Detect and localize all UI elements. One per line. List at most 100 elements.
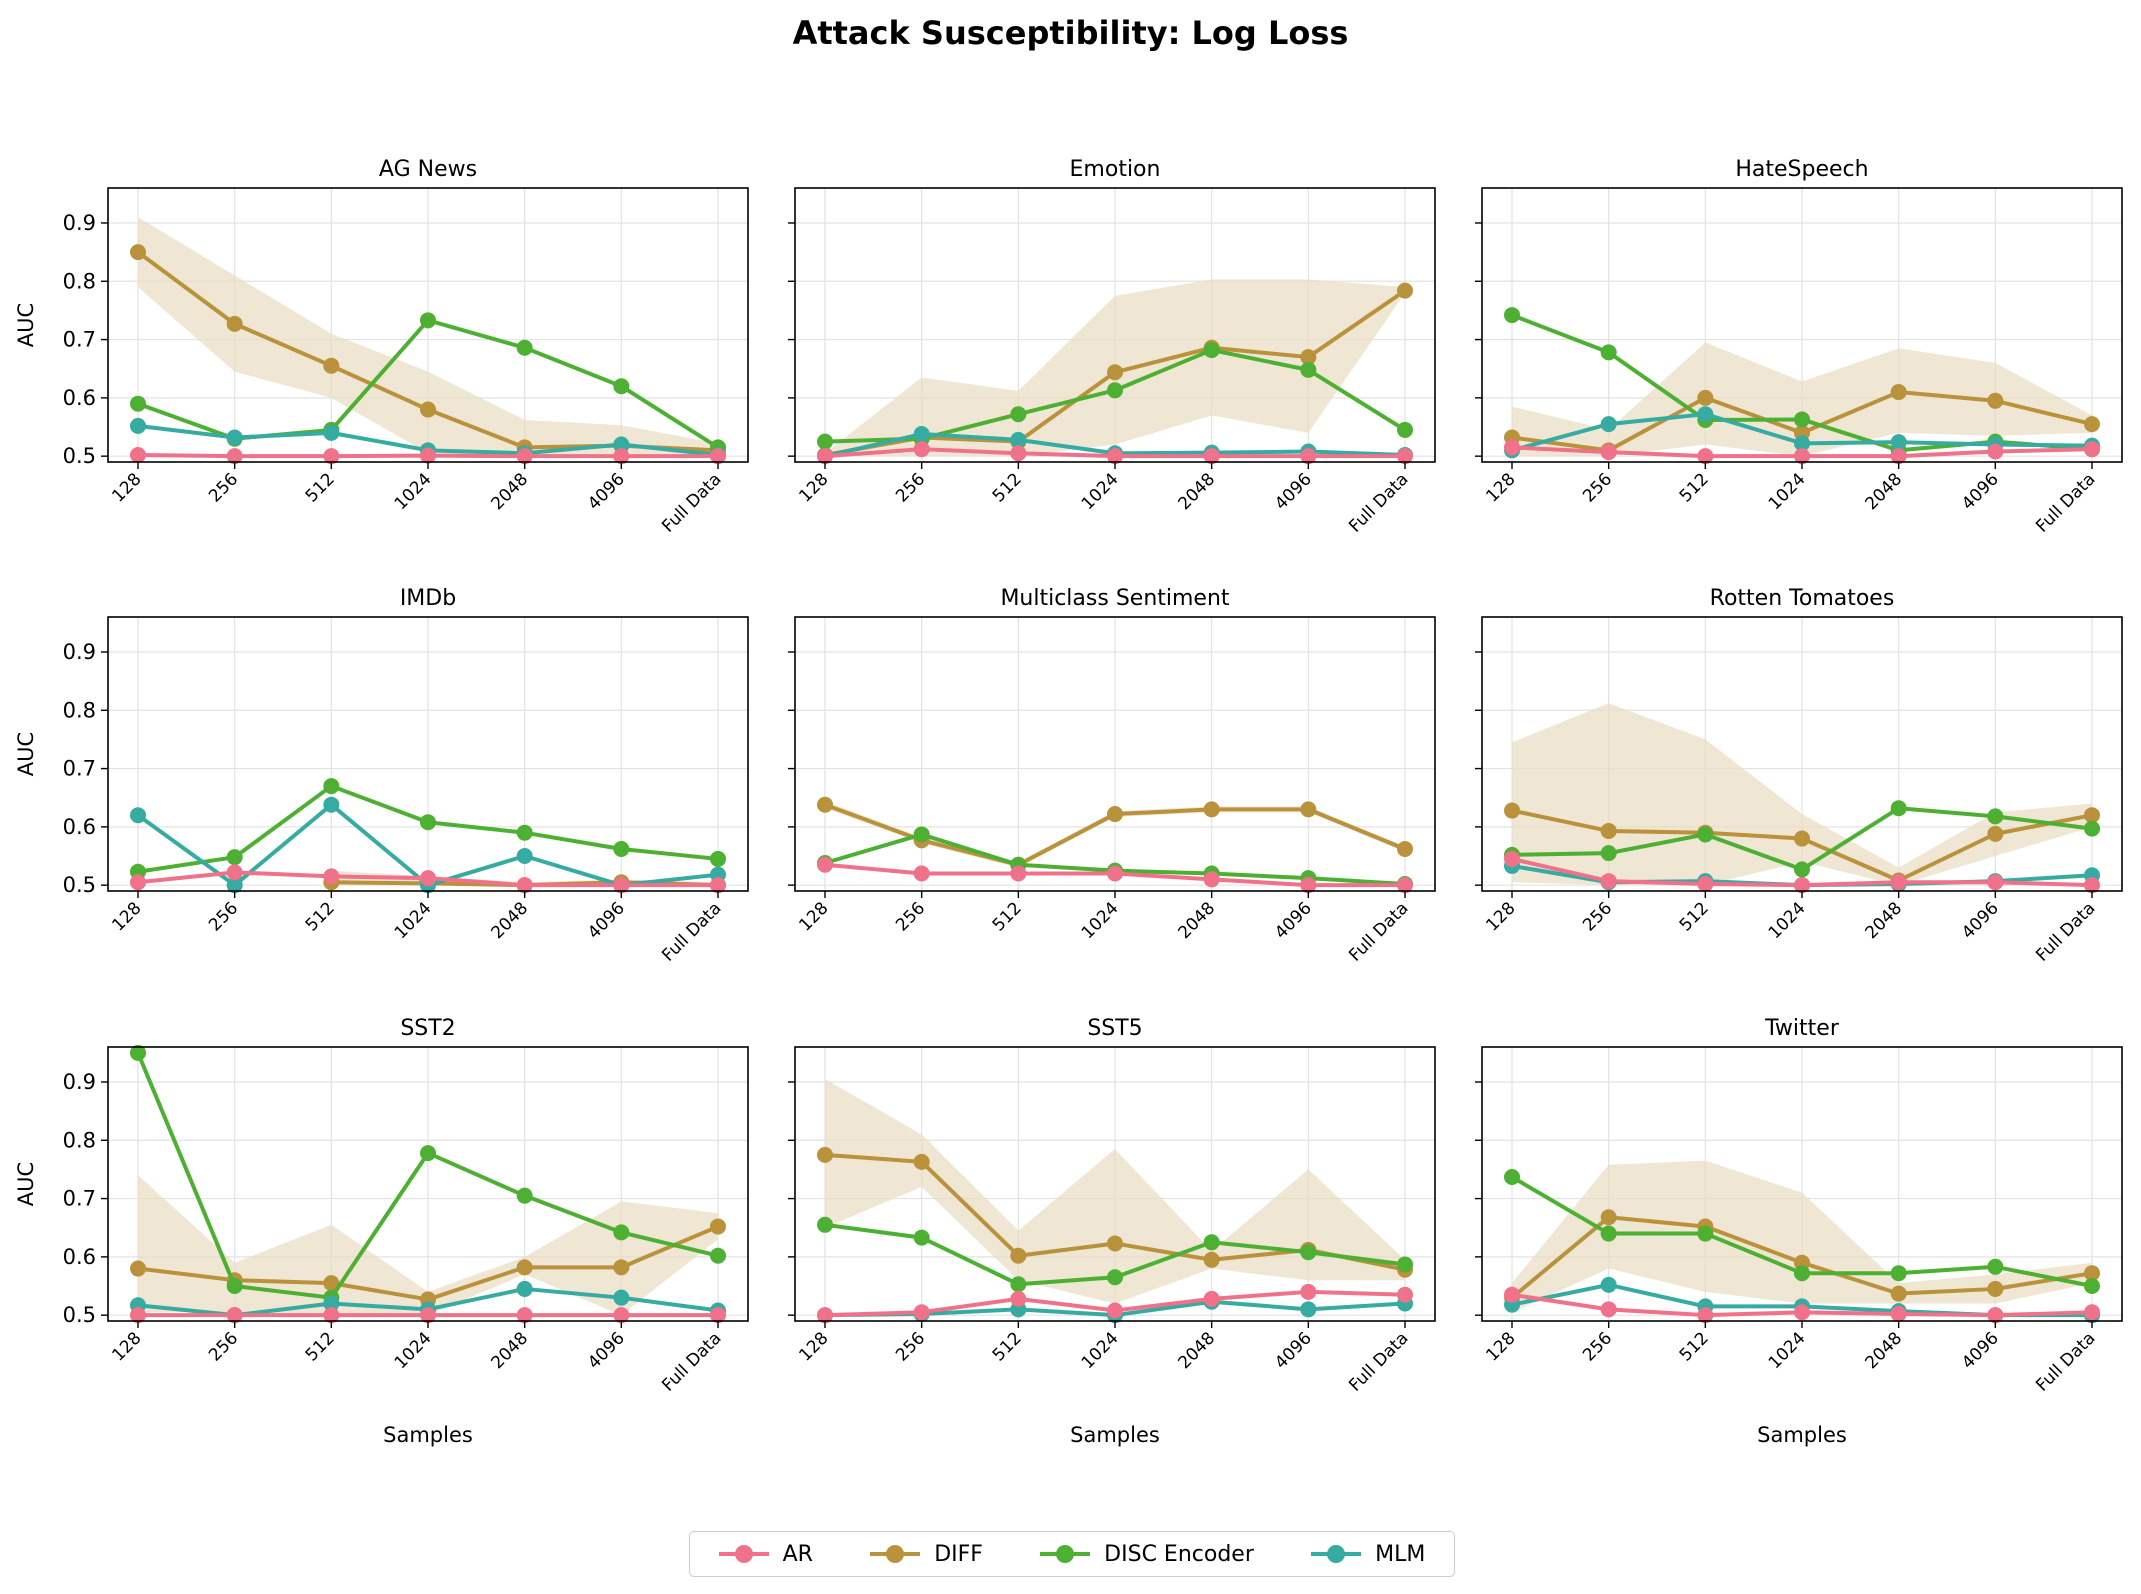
data-point-disc-encoder <box>1987 1258 2004 1275</box>
data-point-diff <box>2084 1265 2100 1282</box>
data-point-disc-encoder <box>613 1224 630 1241</box>
data-point-ar <box>613 448 630 465</box>
panel-title: IMDb <box>400 586 456 611</box>
data-point-ar <box>613 1307 630 1324</box>
data-point-ar <box>1504 439 1520 456</box>
x-tick-label: Full Data <box>2032 1328 2099 1395</box>
data-point-disc-encoder <box>516 824 533 841</box>
legend-label-mlm: MLM <box>1375 1541 1426 1567</box>
x-tick-label: 128 <box>795 469 832 506</box>
data-point-mlm <box>226 429 243 446</box>
data-point-ar <box>1794 1304 1810 1321</box>
data-point-mlm <box>323 1295 340 1312</box>
data-point-disc-encoder <box>1397 1256 1413 1273</box>
legend-swatch-mlm <box>1311 1544 1362 1564</box>
data-point-ar <box>130 874 146 891</box>
x-tick-label: 256 <box>892 469 929 506</box>
x-tick-label: 2048 <box>487 469 532 514</box>
x-tick-label: 128 <box>1482 469 1519 506</box>
data-point-diff <box>1397 841 1413 858</box>
data-point-disc-encoder <box>1697 1225 1714 1242</box>
data-point-disc-encoder <box>913 826 930 843</box>
data-point-ar <box>1600 873 1617 890</box>
data-point-ar <box>1300 448 1317 465</box>
data-point-ar <box>2084 441 2100 458</box>
panel-sst2: 0.5 0.6 0.7 0.8 0.9 128 256 512 1024 2048 4096 Full… <box>14 1016 749 1447</box>
data-point-ar <box>1890 448 1907 465</box>
x-tick-label: 128 <box>108 469 145 506</box>
data-point-disc-encoder <box>613 841 630 858</box>
data-point-mlm <box>323 424 340 441</box>
x-tick-label: 4096 <box>1271 898 1316 943</box>
data-point-disc-encoder <box>613 378 630 395</box>
x-tick-label: 512 <box>1676 898 1713 935</box>
x-tick-label: 128 <box>108 898 145 935</box>
data-point-ar <box>710 877 726 894</box>
x-tick-label: 512 <box>1676 469 1713 506</box>
data-point-disc-encoder <box>1794 411 1810 428</box>
data-point-ar <box>817 448 833 465</box>
y-tick-label: 0.9 <box>63 211 96 235</box>
data-point-diff <box>323 357 340 374</box>
y-tick-label: 0.8 <box>63 269 96 293</box>
panel-title: AG News <box>379 157 477 182</box>
data-point-diff <box>1890 384 1907 401</box>
data-point-mlm <box>1890 434 1907 451</box>
data-point-mlm <box>130 417 146 434</box>
data-point-diff <box>2084 807 2100 824</box>
data-point-ar <box>1504 1286 1520 1303</box>
data-point-ar <box>1600 1301 1617 1318</box>
data-point-ar <box>1987 1307 2004 1324</box>
data-point-ar <box>1107 865 1123 882</box>
data-point-mlm <box>323 796 340 813</box>
x-tick-label: 256 <box>1579 1328 1616 1365</box>
y-tick-label: 0.6 <box>63 386 96 410</box>
data-point-disc-encoder <box>1504 307 1520 324</box>
data-point-ar <box>710 448 726 465</box>
data-point-diff <box>1987 825 2004 842</box>
data-point-ar <box>420 1307 436 1324</box>
legend-swatch-diff <box>870 1544 921 1564</box>
x-tick-label: Full Data <box>658 898 725 965</box>
data-point-ar <box>913 865 930 882</box>
data-point-disc-encoder <box>323 778 340 795</box>
x-axis-label: Samples <box>1070 1423 1160 1447</box>
data-point-disc-encoder <box>710 1247 726 1264</box>
data-point-disc-encoder <box>1107 1269 1123 1286</box>
data-point-ar <box>1010 445 1027 462</box>
data-point-diff <box>1107 806 1123 823</box>
data-point-disc-encoder <box>516 1187 533 1204</box>
y-tick-label: 0.8 <box>63 698 96 722</box>
data-point-ar <box>1697 1307 1714 1324</box>
data-point-diff <box>817 796 833 813</box>
y-tick-label: 0.8 <box>63 1128 96 1152</box>
data-point-diff <box>226 315 243 332</box>
x-tick-label: 256 <box>1579 898 1616 935</box>
panel-twitter: 128 256 512 1024 2048 4096 Full Data Twitter Sam… <box>1475 1016 2123 1447</box>
data-point-ar <box>913 441 930 458</box>
data-point-diff <box>1600 822 1617 839</box>
data-point-ar <box>420 870 436 887</box>
data-point-mlm <box>516 848 533 865</box>
data-point-ar <box>323 868 340 885</box>
x-tick-label: 2048 <box>1174 1328 1219 1373</box>
data-point-mlm <box>1600 416 1617 433</box>
x-tick-label: 256 <box>1579 469 1616 506</box>
data-point-diff <box>1987 392 2004 409</box>
data-point-disc-encoder <box>1600 1225 1617 1242</box>
panel-title: Twitter <box>1764 1016 1840 1041</box>
x-tick-label: 1024 <box>391 469 436 514</box>
data-point-disc-encoder <box>130 395 146 412</box>
x-tick-label: 4096 <box>584 898 629 943</box>
data-point-disc-encoder <box>1600 344 1617 361</box>
data-point-disc-encoder <box>1300 1244 1317 1261</box>
data-point-disc-encoder <box>817 433 833 450</box>
x-tick-label: 128 <box>1482 1328 1519 1365</box>
diff-confidence-band <box>1512 342 2092 457</box>
legend-swatch-disc-encoder <box>1040 1544 1091 1564</box>
x-tick-label: 256 <box>205 469 242 506</box>
data-point-disc-encoder <box>1397 421 1413 438</box>
legend-label-ar: AR <box>782 1541 813 1567</box>
data-point-diff <box>613 1259 630 1276</box>
y-tick-label: 0.7 <box>63 1187 96 1211</box>
